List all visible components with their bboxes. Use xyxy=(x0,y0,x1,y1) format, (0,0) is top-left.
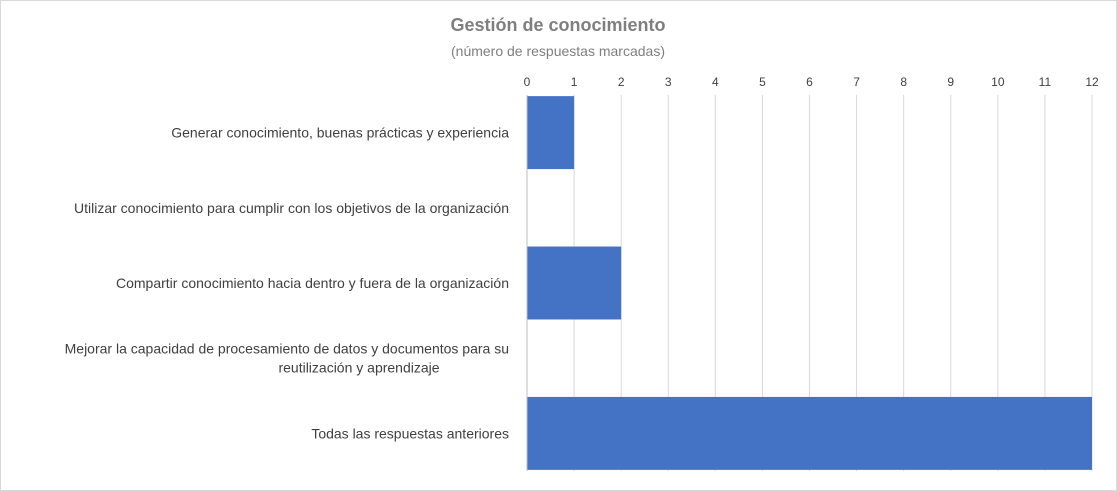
x-tick-label: 3 xyxy=(665,75,672,89)
x-tick-label: 0 xyxy=(524,75,531,89)
x-tick-label: 2 xyxy=(618,75,625,89)
category-label: Todas las respuestas anteriores xyxy=(311,425,509,441)
x-tick-label: 11 xyxy=(1039,75,1052,89)
x-tick-label: 12 xyxy=(1085,75,1099,89)
x-tick-label: 6 xyxy=(806,75,813,89)
bar xyxy=(527,246,622,320)
x-tick-label: 10 xyxy=(991,75,1005,89)
bars xyxy=(527,96,1092,470)
chart-subtitle: (número de respuestas marcadas) xyxy=(451,43,665,59)
x-tick-label: 1 xyxy=(571,75,578,89)
category-label: reutilización y aprendizaje xyxy=(278,360,439,376)
category-label: Compartir conocimiento hacia dentro y fu… xyxy=(116,275,509,291)
bar xyxy=(527,96,575,170)
category-label: Utilizar conocimiento para cumplir con l… xyxy=(74,200,509,216)
x-axis-tick-labels: 0 1 2 3 4 5 6 7 8 9 10 11 12 xyxy=(524,75,1099,89)
x-tick-label: 8 xyxy=(900,75,907,89)
x-tick-label: 5 xyxy=(759,75,766,89)
chart-title: Gestión de conocimiento xyxy=(450,15,665,35)
category-label: Generar conocimiento, buenas prácticas y… xyxy=(171,125,509,141)
category-labels: Generar conocimiento, buenas prácticas y… xyxy=(65,125,510,442)
x-tick-label: 9 xyxy=(947,75,954,89)
category-label: Mejorar la capacidad de procesamiento de… xyxy=(65,341,509,357)
bar xyxy=(527,396,1092,470)
x-tick-label: 4 xyxy=(712,75,719,89)
x-tick-label: 7 xyxy=(853,75,860,89)
